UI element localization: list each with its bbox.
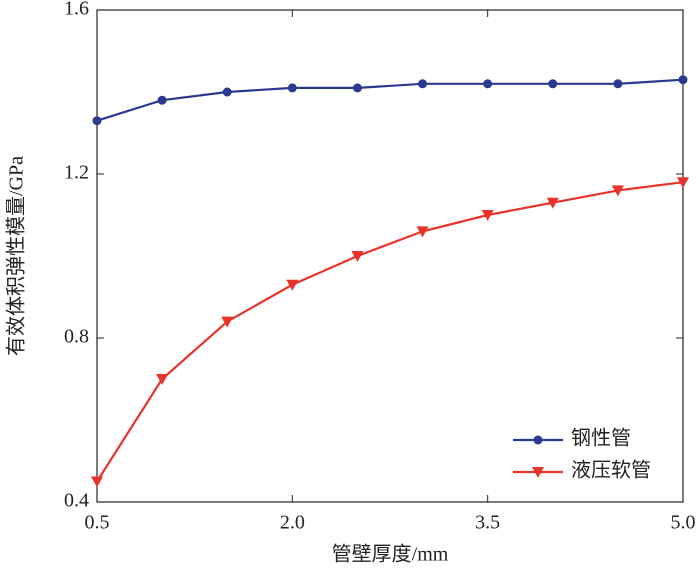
point <box>352 83 362 93</box>
point <box>286 279 299 291</box>
y-tick-label: 0.4 <box>64 490 89 512</box>
legend-marker <box>533 435 543 445</box>
point <box>157 95 167 105</box>
point <box>222 87 232 97</box>
y-tick-label: 1.6 <box>64 0 89 20</box>
point <box>548 79 558 89</box>
point <box>481 210 494 221</box>
legend-label: 液压软管 <box>571 459 651 482</box>
series-line <box>96 181 684 483</box>
point <box>156 374 169 385</box>
y-axis-label: 有效体积弹性模量/GPa <box>5 156 28 356</box>
point <box>677 177 689 189</box>
point <box>91 476 103 488</box>
x-axis-label: 管壁厚度/mm <box>332 543 449 566</box>
x-tick-label: 2.0 <box>280 512 305 534</box>
x-tick-label: 3.5 <box>475 512 500 534</box>
point <box>483 79 493 89</box>
legend-marker <box>532 467 544 478</box>
point <box>416 226 429 238</box>
point <box>418 79 428 89</box>
point <box>611 185 624 197</box>
point <box>678 75 688 85</box>
x-tick-label: 0.5 <box>85 512 110 534</box>
point <box>287 83 297 93</box>
series-line <box>96 78 684 122</box>
plot-frame <box>96 9 684 503</box>
legend-label: 钢性管 <box>571 427 631 450</box>
x-tick-label: 5.0 <box>671 512 696 534</box>
y-tick-label: 0.8 <box>64 326 89 348</box>
point <box>221 316 234 328</box>
point <box>351 251 364 262</box>
point <box>92 116 102 126</box>
point <box>613 79 623 89</box>
y-tick-label: 1.2 <box>64 162 89 184</box>
point <box>546 197 559 209</box>
